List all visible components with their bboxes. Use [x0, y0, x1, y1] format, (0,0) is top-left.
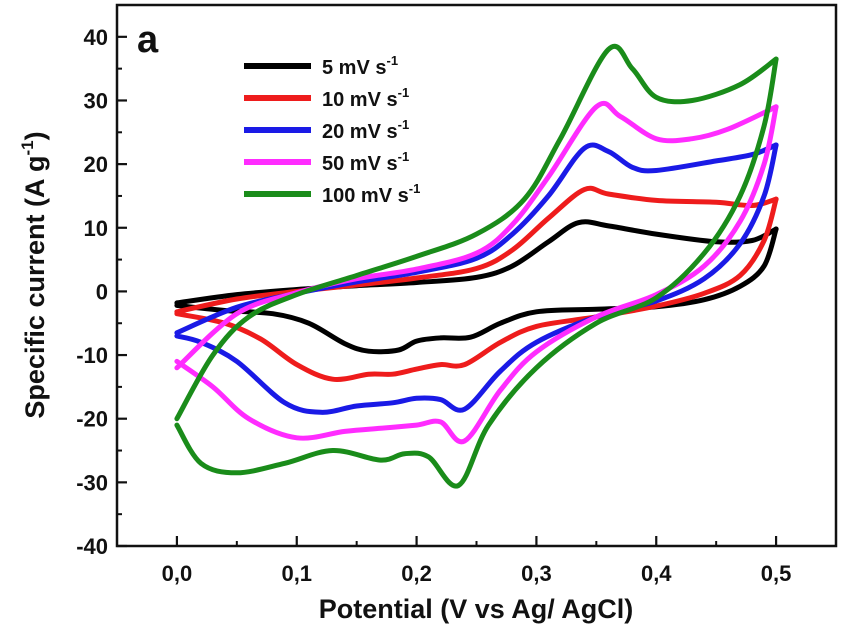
cv-curve-cathodic	[174, 196, 779, 382]
legend-label: 20 mV s-1	[322, 117, 409, 143]
cv-curve-anodic	[174, 44, 779, 422]
legend-label-sup: -1	[386, 53, 398, 68]
plot-series	[174, 44, 779, 489]
y-tick-label: 30	[84, 88, 108, 113]
legend-label-main: 100 mV s	[322, 185, 409, 207]
legend-label: 100 mV s-1	[322, 181, 420, 207]
legend-label: 50 mV s-1	[322, 149, 409, 175]
y-tick-label: 20	[84, 152, 108, 177]
legend-label: 10 mV s-1	[322, 85, 409, 111]
cv-curve-cathodic	[174, 226, 779, 355]
x-tick-label: 0,5	[761, 561, 792, 586]
y-axis-title: Specific current (A g-1)	[18, 131, 50, 418]
y-axis-title-end: )	[20, 131, 50, 140]
legend-label-sup: -1	[398, 149, 410, 164]
legend-label: 5 mV s-1	[322, 53, 398, 79]
y-tick-label: -30	[76, 470, 108, 495]
cv-curve-cathodic	[174, 142, 779, 415]
legend-label-main: 5 mV s	[322, 57, 386, 79]
y-axis-title-main: Specific current (A g	[20, 156, 50, 419]
legend-label-sup: -1	[409, 181, 421, 196]
x-tick-label: 0,4	[641, 561, 672, 586]
y-tick-label: 40	[84, 25, 108, 50]
series-2	[174, 185, 779, 382]
y-tick-label: -20	[76, 407, 108, 432]
y-axis-title-sup: -1	[18, 140, 37, 155]
legend-label-sup: -1	[398, 117, 410, 132]
y-tick-label: 10	[84, 216, 108, 241]
x-tick-label: 0,0	[162, 561, 193, 586]
x-tick-label: 0,3	[521, 561, 552, 586]
y-tick-label: -40	[76, 534, 108, 559]
legend-label-main: 10 mV s	[322, 89, 398, 111]
series-5	[174, 44, 779, 489]
x-axis-title: Potential (V vs Ag/ AgCl)	[319, 594, 634, 624]
legend-label-main: 20 mV s	[322, 121, 398, 143]
legend-label-sup: -1	[398, 85, 410, 100]
cv-curve-cathodic	[174, 104, 779, 445]
y-tick-label: 0	[96, 279, 108, 304]
cv-curve-cathodic	[174, 56, 779, 489]
cv-curve-anodic	[174, 185, 779, 315]
legend-label-main: 50 mV s	[322, 153, 398, 175]
y-tick-label: -10	[76, 343, 108, 368]
x-tick-label: 0,1	[281, 561, 312, 586]
y-axis-ticks: -40 -30 -20 -10 0 10 20 30 40	[76, 25, 127, 559]
panel-label: a	[137, 19, 159, 61]
x-tick-label: 0,2	[401, 561, 432, 586]
x-axis-ticks: 0,0 0,1 0,2 0,3 0,4 0,5	[162, 536, 792, 586]
